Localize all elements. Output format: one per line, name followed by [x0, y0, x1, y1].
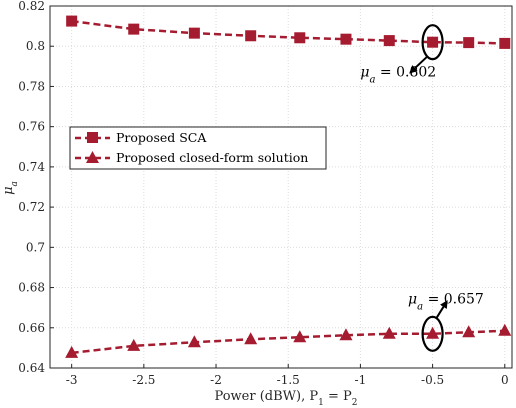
data-point-sca [463, 37, 475, 49]
data-point-closed-form [382, 326, 396, 339]
legend-marker-closed-form [86, 151, 99, 163]
data-point-closed-form [498, 323, 512, 336]
y-tick-label: 0.66 [18, 321, 45, 335]
legend-label-sca: Proposed SCA [116, 130, 207, 145]
data-point-sca [188, 27, 200, 39]
x-tick-label: -1.5 [277, 373, 300, 387]
x-tick-label: 0 [501, 373, 509, 387]
annotation-layer: μa = 0.802 μa = 0.657 [360, 24, 484, 352]
data-point-closed-form [426, 326, 440, 339]
annotation-arrow [409, 56, 428, 74]
x-tick-label: -0.5 [421, 373, 444, 387]
data-point-closed-form [127, 338, 141, 351]
y-tick-label: 0.74 [18, 160, 45, 174]
x-tick-label: -3 [66, 373, 78, 387]
series-layer [65, 15, 512, 358]
y-axis-ticks: 0.64 0.66 0.68 0.7 0.72 0.74 0.76 0.78 0.8 0.82 [18, 0, 54, 375]
data-point-sca [427, 36, 439, 48]
annotation-ellipse [421, 315, 444, 352]
annotation-arrow [435, 300, 448, 319]
data-point-sca [340, 33, 352, 45]
annotation-ellipse [421, 24, 444, 61]
legend-box [69, 126, 327, 170]
y-tick-label: 0.82 [18, 0, 45, 13]
data-point-closed-form [462, 325, 476, 338]
data-point-sca [66, 15, 78, 27]
plot-area [49, 5, 513, 369]
data-point-closed-form [244, 332, 258, 345]
legend-label-closed-form: Proposed closed-form solution [116, 150, 308, 165]
data-point-sca [499, 37, 511, 49]
x-axis-ticks: -3 -2.5 -2 -1.5 -1 -0.5 0 [66, 364, 509, 387]
data-point-closed-form [187, 335, 201, 348]
y-tick-label: 0.8 [26, 39, 45, 53]
series-line-sca [71, 19, 505, 45]
legend: Proposed SCA Proposed closed-form soluti… [69, 126, 327, 170]
data-point-closed-form [339, 328, 353, 341]
data-point-sca [245, 30, 257, 42]
y-axis-label: μa [1, 181, 20, 195]
series-line-closed-form [71, 329, 505, 355]
y-tick-label: 0.78 [18, 79, 45, 93]
y-tick-label: 0.76 [18, 120, 45, 134]
data-point-closed-form [65, 345, 79, 358]
legend-marker-sca [87, 132, 98, 143]
data-point-sca [294, 32, 306, 44]
annotation-label: μa = 0.657 [408, 292, 484, 313]
grid-lines [50, 5, 512, 369]
x-tick-label: -2.5 [132, 373, 155, 387]
y-tick-label: 0.64 [18, 361, 45, 375]
annotation-label: μa = 0.802 [360, 64, 436, 85]
y-tick-label: 0.68 [18, 281, 45, 295]
y-tick-label: 0.7 [26, 240, 45, 254]
data-point-sca [128, 23, 140, 35]
x-tick-label: -2 [210, 373, 222, 387]
data-point-closed-form [293, 330, 307, 343]
data-point-sca [383, 35, 395, 47]
x-axis-label: Power (dBW), P1 = P2 [215, 389, 358, 408]
y-tick-label: 0.72 [18, 200, 45, 214]
x-tick-label: -1 [355, 373, 367, 387]
